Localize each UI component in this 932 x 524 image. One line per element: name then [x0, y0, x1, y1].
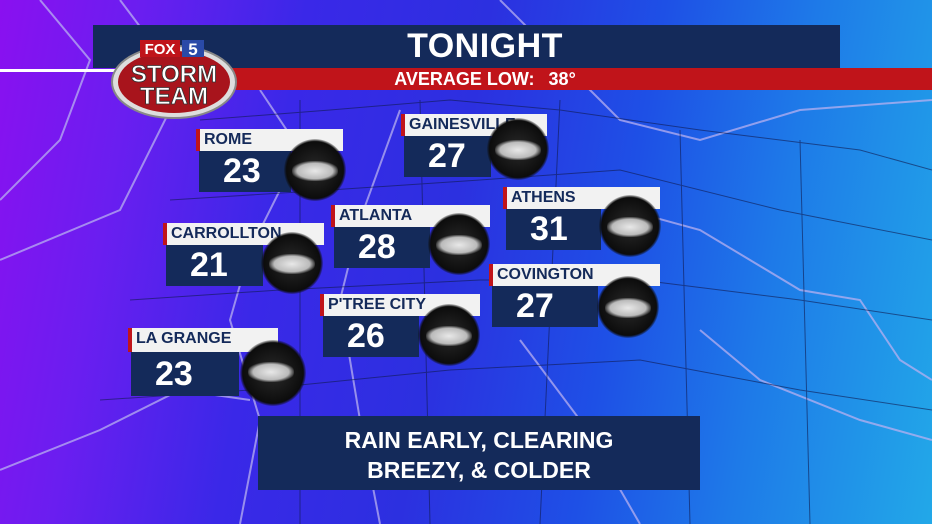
forecast-line-1: RAIN EARLY, CLEARING [344, 427, 614, 453]
average-low-value: 38° [548, 69, 576, 89]
city-temp: 26 [323, 316, 419, 357]
subheader-bar [220, 68, 932, 90]
city-temp: 31 [506, 209, 601, 250]
city-name: LA GRANGE [128, 328, 278, 352]
average-low: AVERAGE LOW: 38° [300, 69, 670, 90]
night-cloudy-icon [240, 340, 306, 406]
svg-text:TEAM: TEAM [140, 83, 208, 110]
header-accent-line [0, 69, 115, 72]
night-cloudy-icon [487, 118, 549, 180]
city-temp: 27 [492, 286, 598, 327]
city-temp: 21 [166, 245, 263, 286]
city-temp: 23 [199, 151, 291, 192]
svg-text:5: 5 [188, 40, 197, 59]
city-temp: 28 [334, 227, 430, 268]
average-low-label: AVERAGE LOW: [394, 69, 535, 89]
night-cloudy-icon [599, 195, 661, 257]
night-cloudy-icon [597, 276, 659, 338]
svg-text:STORM: STORM [131, 61, 217, 88]
night-cloudy-icon [284, 139, 346, 201]
night-cloudy-icon [418, 304, 480, 366]
night-cloudy-icon [261, 232, 323, 294]
svg-text:FOX: FOX [145, 41, 176, 58]
fox5-storm-team-logo: FOX 5 STORM TEAM [111, 40, 237, 119]
night-cloudy-icon [428, 213, 490, 275]
city-temp: 23 [131, 352, 239, 396]
forecast-summary: RAIN EARLY, CLEARING BREEZY, & COLDER [258, 416, 700, 490]
forecast-line-2: BREEZY, & COLDER [367, 457, 591, 483]
page-title: TONIGHT [407, 27, 563, 65]
city-temp: 27 [404, 136, 491, 177]
